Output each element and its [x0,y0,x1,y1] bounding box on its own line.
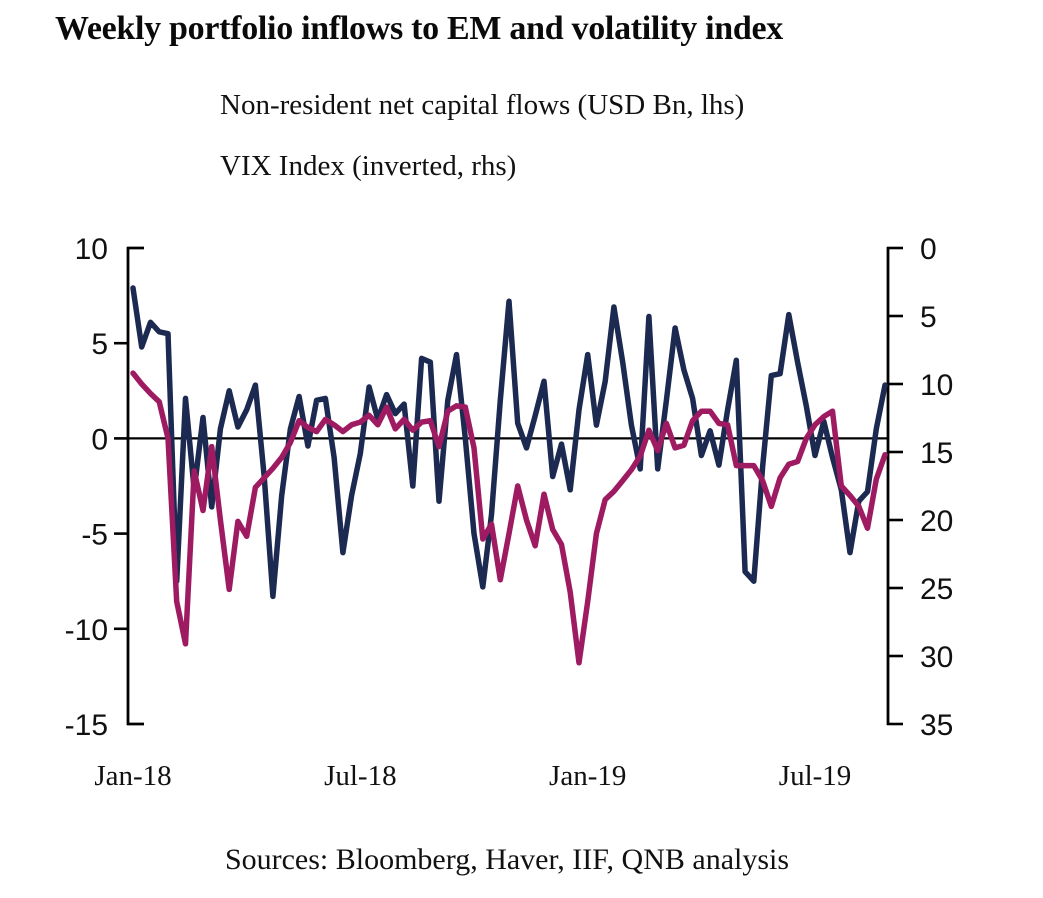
flows-series-line [130,285,888,600]
left-axis-tick-label: 10 [75,233,108,266]
right-axis-tick-label: 30 [920,641,953,674]
left-axis-tick-label: -5 [81,519,108,552]
right-axis-tick-label: 25 [920,573,953,606]
left-axis-tick-label: -15 [65,709,108,742]
x-axis-tick-label: Jul-18 [324,760,397,792]
left-axis-tick-label: 5 [91,328,108,361]
right-axis-tick-label: 35 [920,709,953,742]
chart-title: Weekly portfolio inflows to EM and volat… [55,10,784,47]
right-axis-tick-label: 10 [920,369,953,402]
legend: Non-resident net capital flows (USD Bn, … [220,90,744,212]
left-axis-tick-label: 0 [91,423,108,456]
right-axis-tick-label: 5 [920,301,937,334]
right-axis-tick-label: 0 [920,233,937,266]
right-axis-tick-label: 20 [920,505,953,538]
legend-item-flows: Non-resident net capital flows (USD Bn, … [220,89,745,121]
right-axis-tick-label: 15 [920,437,953,470]
source-note: Sources: Bloomberg, Haver, IIF, QNB anal… [224,843,790,876]
legend-item-vix: VIX Index (inverted, rhs) [220,150,517,182]
vix-series-line [130,370,888,666]
left-axis-tick-label: -10 [65,614,108,647]
x-axis-tick-label: Jan-19 [549,760,626,792]
x-axis-tick-label: Jan-18 [94,760,171,792]
x-axis-tick-label: Jul-19 [779,760,852,792]
